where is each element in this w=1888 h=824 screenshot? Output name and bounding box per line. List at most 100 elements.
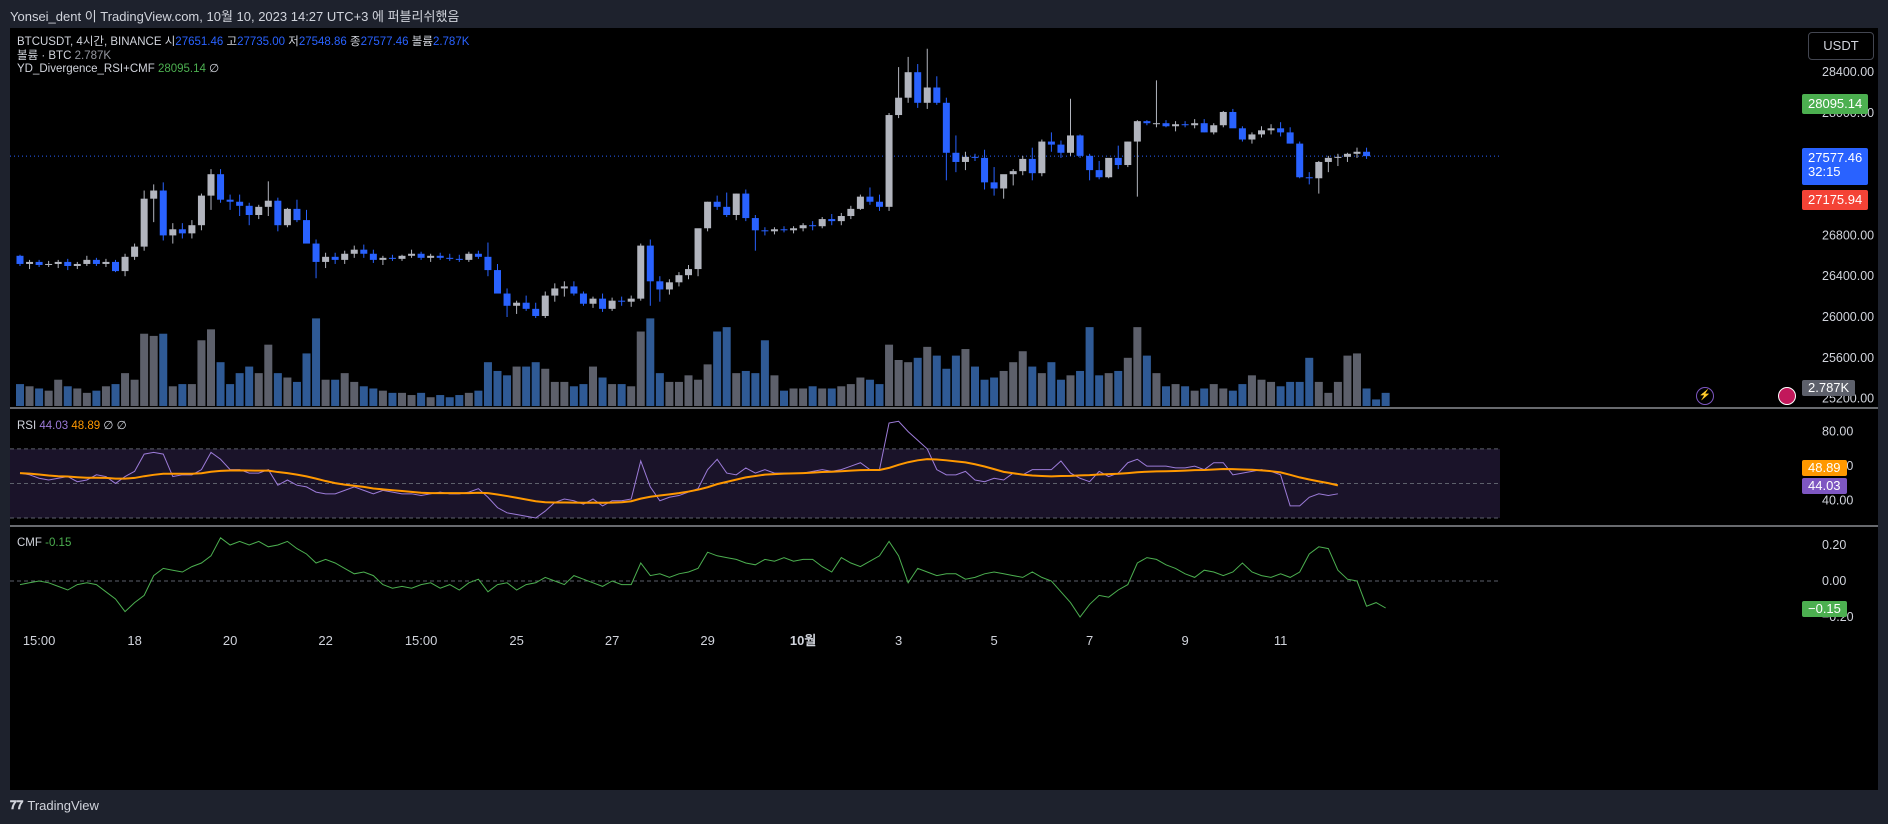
- volume-bar: [63, 386, 72, 406]
- volume-bar: [254, 373, 263, 406]
- publish-caption-bar: Yonsei_dent 이 TradingView.com, 10월 10, 2…: [0, 0, 1888, 28]
- candle-body: [312, 243, 320, 262]
- legend-open: 27651.46: [175, 36, 224, 48]
- tradingview-logo[interactable]: 𝟕𝟕 TradingView: [10, 798, 99, 813]
- chart-area[interactable]: 28400.0028000.0026800.0026400.0026000.00…: [10, 28, 1878, 790]
- volume-bar: [1286, 381, 1295, 406]
- volume-bar: [1305, 357, 1314, 406]
- candle-body: [245, 205, 253, 215]
- candle-body: [656, 281, 664, 290]
- candle-body: [207, 174, 215, 196]
- time-axis-label: 22: [318, 633, 332, 648]
- volume-bar: [407, 395, 416, 406]
- indicator-legend-extra: ∅: [209, 63, 220, 75]
- candle-body: [1133, 121, 1141, 142]
- rsi-axis-label: 80.00: [1822, 425, 1853, 439]
- legend-low: 27548.86: [298, 36, 347, 48]
- last-price-value: 27577.46: [1808, 150, 1863, 165]
- candle-body: [1258, 130, 1265, 135]
- candle-body: [876, 201, 883, 207]
- volume-bar: [980, 379, 989, 406]
- candle-body: [150, 190, 158, 199]
- volume-bar: [589, 366, 597, 406]
- candle-body: [608, 300, 616, 309]
- volume-bar: [703, 364, 712, 406]
- time-axis-label: 5: [990, 633, 997, 648]
- volume-legend-value: 2.787K: [74, 50, 112, 62]
- candle-body: [780, 229, 788, 231]
- legend-symbol[interactable]: BTCUSDT, 4시간, BINANCE: [17, 36, 162, 48]
- volume-bar: [82, 392, 91, 406]
- candle-body: [1248, 134, 1256, 140]
- candle-body: [923, 87, 931, 103]
- volume-bar: [1181, 386, 1190, 406]
- candle-body: [1277, 128, 1285, 133]
- candle-body: [484, 256, 492, 271]
- volume-bar: [44, 390, 53, 406]
- us-flag-icon[interactable]: [1778, 387, 1796, 405]
- cmf-legend: CMF -0.15: [17, 537, 71, 549]
- lightning-icon[interactable]: ⚡: [1696, 387, 1714, 405]
- candle-body: [1229, 111, 1237, 129]
- candle-body: [1267, 128, 1275, 131]
- candle-body: [283, 208, 291, 226]
- time-axis-label: 18: [127, 633, 141, 648]
- candle-body: [112, 261, 119, 272]
- volume-bar: [1324, 392, 1333, 406]
- candle-body: [570, 286, 578, 294]
- volume-bar: [1076, 370, 1085, 406]
- candle-body: [761, 230, 769, 232]
- volume-bar: [1104, 373, 1113, 406]
- volume-bar: [722, 327, 731, 406]
- candle-body: [646, 245, 654, 282]
- volume-bar: [904, 362, 913, 406]
- volume-bar: [483, 362, 492, 406]
- volume-bar: [1018, 351, 1027, 406]
- candle-body: [140, 198, 148, 247]
- volume-bar: [1267, 381, 1276, 406]
- volume-bar: [579, 384, 588, 406]
- candle-body: [92, 259, 100, 264]
- volume-legend-label[interactable]: 볼륨 · BTC: [17, 50, 72, 62]
- volume-bar: [92, 390, 101, 406]
- volume-bar: [818, 388, 827, 406]
- volume-bar: [359, 386, 368, 406]
- candle-body: [828, 219, 836, 222]
- rsi-legend-label[interactable]: RSI: [17, 420, 37, 432]
- volume-bar: [178, 384, 187, 406]
- candle-body: [408, 253, 416, 256]
- volume-bar: [780, 390, 788, 406]
- rsi-legend-extra-2: ∅: [116, 420, 127, 432]
- volume-bar: [417, 392, 426, 406]
- volume-bar: [741, 370, 750, 406]
- volume-bar: [655, 373, 664, 406]
- candle-body: [1095, 170, 1103, 178]
- time-axis-label: 3: [895, 633, 902, 648]
- candle-body: [1124, 141, 1132, 166]
- volume-tag: 2.787K: [1802, 380, 1856, 396]
- volume-bar: [1381, 392, 1390, 406]
- volume-bar: [292, 381, 301, 406]
- indicator-legend-label[interactable]: YD_Divergence_RSI+CMF: [17, 63, 155, 75]
- volume-bar: [951, 355, 960, 406]
- chart-canvas[interactable]: 28400.0028000.0026800.0026400.0026000.00…: [10, 28, 1878, 790]
- volume-bar: [302, 353, 311, 406]
- time-axis-label: 10월: [790, 633, 816, 648]
- volume-bar: [1142, 355, 1151, 406]
- volume-bar: [856, 377, 865, 406]
- candle-body: [732, 193, 740, 215]
- candle-body: [885, 115, 893, 207]
- cmf-legend-label[interactable]: CMF: [17, 537, 42, 549]
- volume-bar: [1162, 386, 1170, 406]
- volume-bar: [226, 384, 235, 406]
- volume-bar: [846, 384, 855, 406]
- volume-bar: [1066, 375, 1075, 406]
- volume-bar: [531, 362, 540, 406]
- legend-high-label: 고: [226, 36, 238, 48]
- currency-button[interactable]: USDT: [1808, 32, 1874, 60]
- volume-bar: [474, 390, 483, 406]
- candle-body: [1210, 125, 1218, 133]
- volume-bar: [1314, 381, 1323, 406]
- rsi-legend-extra-1: ∅: [103, 420, 114, 432]
- candle-body: [1114, 157, 1122, 166]
